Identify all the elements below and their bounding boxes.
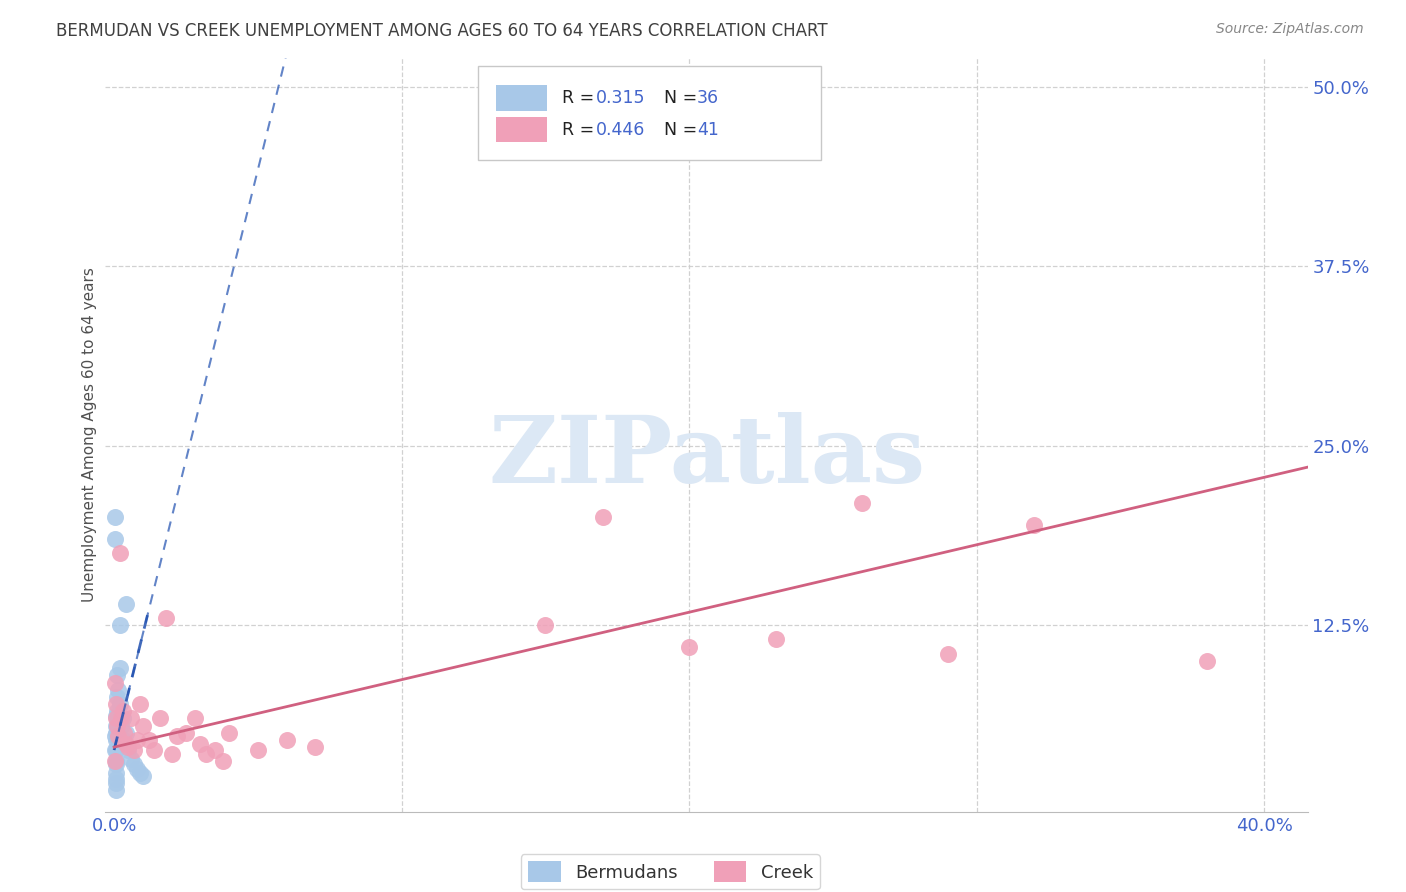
Point <box>149 711 172 725</box>
Point <box>678 640 700 654</box>
Point <box>129 766 152 780</box>
Point <box>127 762 149 776</box>
Point <box>122 757 145 772</box>
Point <box>851 496 873 510</box>
Point <box>112 725 135 739</box>
Point <box>114 725 136 739</box>
Point <box>166 729 188 743</box>
Point <box>204 743 226 757</box>
Point <box>104 733 127 747</box>
Point <box>117 740 139 755</box>
Point <box>104 718 127 732</box>
Point <box>104 743 127 757</box>
Point <box>132 769 155 783</box>
Point <box>111 711 134 725</box>
Point <box>104 697 127 711</box>
Point <box>127 733 149 747</box>
Point <box>195 747 218 762</box>
Text: R =: R = <box>562 89 600 107</box>
Point <box>104 675 127 690</box>
Point <box>120 751 142 765</box>
Point <box>104 510 127 524</box>
Point <box>129 697 152 711</box>
Point <box>132 718 155 732</box>
Text: 0.446: 0.446 <box>596 120 645 138</box>
Point <box>108 697 131 711</box>
Legend: Bermudans, Creek: Bermudans, Creek <box>520 854 820 889</box>
Point <box>107 729 129 743</box>
Text: N =: N = <box>665 120 703 138</box>
Point <box>534 618 557 632</box>
Point <box>765 632 787 647</box>
Point <box>160 747 183 762</box>
FancyBboxPatch shape <box>478 65 821 160</box>
Point <box>183 711 205 725</box>
Point <box>108 661 131 675</box>
Point <box>212 755 235 769</box>
Point <box>122 743 145 757</box>
Point <box>276 733 298 747</box>
Point <box>104 755 127 769</box>
Text: 36: 36 <box>697 89 718 107</box>
Point <box>110 718 132 732</box>
Point <box>105 718 128 732</box>
Point <box>105 783 128 797</box>
Point <box>105 725 128 739</box>
Point <box>105 729 128 743</box>
Text: ZIPatlas: ZIPatlas <box>488 412 925 502</box>
Point <box>105 711 128 725</box>
Text: 41: 41 <box>697 120 718 138</box>
Point <box>104 743 127 757</box>
Point <box>1195 654 1218 668</box>
Point <box>104 532 127 546</box>
Point <box>155 611 177 625</box>
Point <box>174 725 197 739</box>
Point <box>105 718 128 732</box>
Text: 0.315: 0.315 <box>596 89 645 107</box>
Point <box>304 740 326 755</box>
Text: N =: N = <box>665 89 703 107</box>
Point <box>936 647 959 661</box>
Point <box>143 743 166 757</box>
Point <box>592 510 614 524</box>
Point <box>111 733 134 747</box>
Y-axis label: Unemployment Among Ages 60 to 64 years: Unemployment Among Ages 60 to 64 years <box>82 268 97 602</box>
Point <box>114 597 136 611</box>
Point <box>188 737 211 751</box>
Text: Source: ZipAtlas.com: Source: ZipAtlas.com <box>1216 22 1364 37</box>
Point <box>218 725 240 739</box>
Point <box>104 772 127 786</box>
FancyBboxPatch shape <box>496 85 547 111</box>
Point <box>120 711 142 725</box>
Point <box>105 708 128 723</box>
Point <box>104 776 127 790</box>
Point <box>105 704 128 718</box>
Point <box>104 766 127 780</box>
Point <box>105 690 128 704</box>
Text: R =: R = <box>562 120 600 138</box>
Point <box>138 733 160 747</box>
Point <box>246 743 269 757</box>
Point <box>107 682 129 697</box>
Point <box>114 737 136 751</box>
Point <box>104 755 127 769</box>
Point <box>107 711 129 725</box>
Point <box>104 729 127 743</box>
FancyBboxPatch shape <box>496 117 547 143</box>
Point <box>117 743 139 757</box>
Point <box>104 757 127 772</box>
Point <box>108 618 131 632</box>
Text: BERMUDAN VS CREEK UNEMPLOYMENT AMONG AGES 60 TO 64 YEARS CORRELATION CHART: BERMUDAN VS CREEK UNEMPLOYMENT AMONG AGE… <box>56 22 828 40</box>
Point <box>1024 517 1046 532</box>
Point <box>111 704 134 718</box>
Point <box>105 668 128 682</box>
Point <box>110 711 132 725</box>
Point <box>108 546 131 560</box>
